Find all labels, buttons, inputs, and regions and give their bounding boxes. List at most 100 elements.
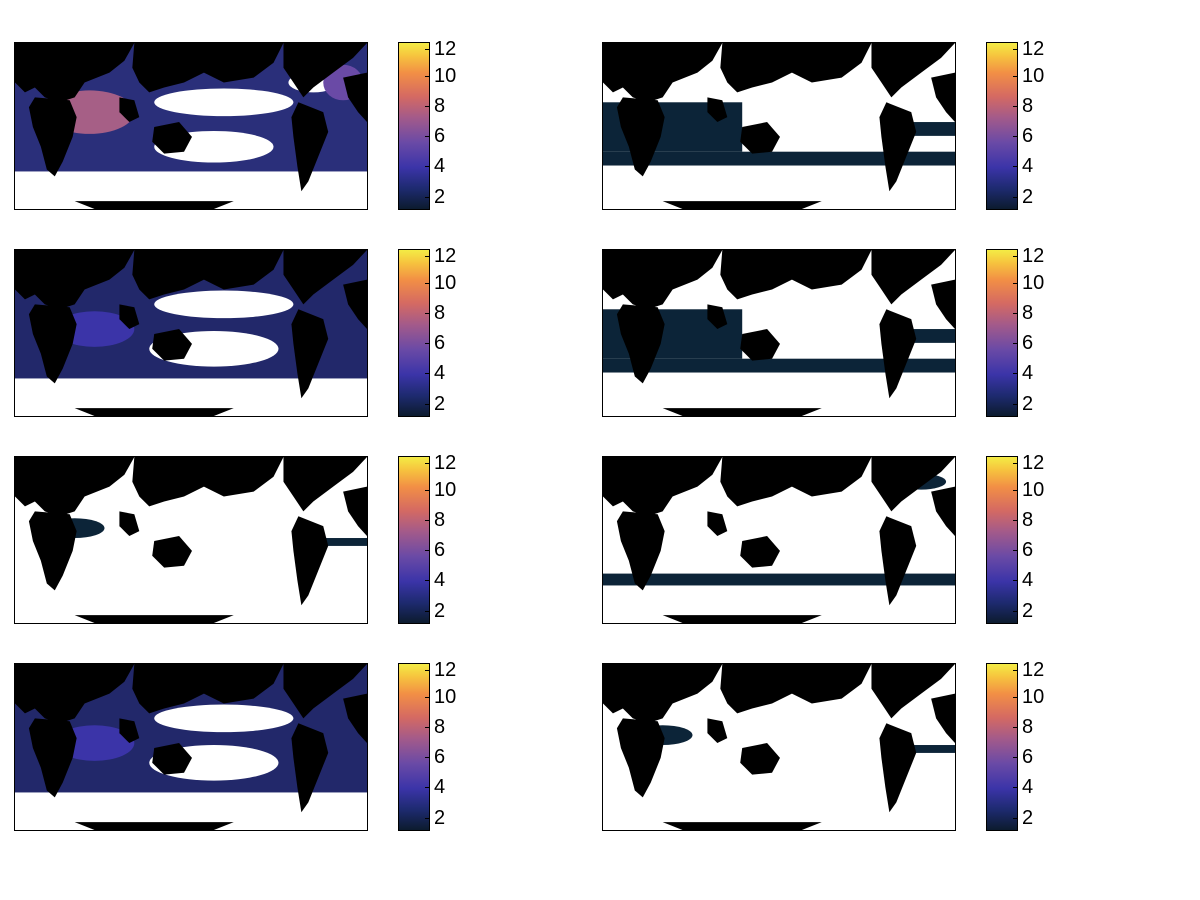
map-r3-c2-colorbar-tick: 12 [1022, 451, 1045, 474]
map-r2-c1-colorbar-tickmark [425, 373, 430, 375]
map-r3-c2-colorbar-tickmark [1013, 550, 1018, 552]
map-r1-c1-colorbar-tickmark [425, 105, 430, 107]
map-r4-c1-colorbar-tick: 12 [434, 658, 457, 681]
map-r3-c1 [14, 456, 368, 624]
map-r2-c2-colorbar-tickmark [1013, 255, 1018, 257]
map-r3-c2-colorbar-tick: 10 [1022, 478, 1045, 501]
map-r1-c2-image [603, 43, 955, 209]
map-r4-c2-colorbar-tick: 4 [1022, 776, 1034, 799]
map-r2-c1-colorbar-tick: 6 [434, 332, 446, 355]
map-r3-c2-colorbar-tick: 2 [1022, 599, 1034, 622]
map-r4-c1 [14, 663, 368, 831]
map-r4-c1-colorbar-tick: 8 [434, 715, 446, 738]
map-r4-c1-colorbar-tickmark [425, 817, 430, 819]
map-r4-c2-colorbar-tick: 10 [1022, 685, 1045, 708]
map-r4-c1-colorbar-tickmark [425, 696, 430, 698]
map-r2-c2-colorbar-tick: 10 [1022, 271, 1045, 294]
map-r4-c2 [602, 663, 956, 831]
map-r1-c2-colorbar-tick: 6 [1022, 125, 1034, 148]
map-r2-c2-colorbar-tick: 4 [1022, 362, 1034, 385]
map-r1-c2 [602, 42, 956, 210]
map-r2-c1-colorbar-tickmark [425, 282, 430, 284]
map-r2-c1-image [15, 250, 367, 416]
map-r4-c2-colorbar-tickmark [1013, 726, 1018, 728]
map-r4-c2-colorbar [986, 663, 1018, 831]
map-r1-c1-image [15, 43, 367, 209]
map-r2-c1-colorbar-tickmark [425, 255, 430, 257]
map-r1-c1-colorbar-tick: 4 [434, 155, 446, 178]
map-r3-c1-colorbar-tickmark [425, 489, 430, 491]
map-r2-c2-colorbar-tick: 6 [1022, 332, 1034, 355]
map-r1-c1-colorbar-tickmark [425, 75, 430, 77]
map-r1-c2-colorbar-tickmark [1013, 196, 1018, 198]
map-r1-c2-colorbar-tickmark [1013, 136, 1018, 138]
map-r1-c1 [14, 42, 368, 210]
map-r3-c1-colorbar-tick: 2 [434, 599, 446, 622]
map-r2-c1-colorbar-tick: 12 [434, 244, 457, 267]
map-r1-c1-colorbar-tickmark [425, 166, 430, 168]
map-r2-c2-colorbar-tickmark [1013, 373, 1018, 375]
map-r4-c2-colorbar-tickmark [1013, 787, 1018, 789]
map-r3-c1-colorbar-tick: 8 [434, 508, 446, 531]
map-r3-c1-colorbar-tick: 12 [434, 451, 457, 474]
map-r1-c2-colorbar-tick: 4 [1022, 155, 1034, 178]
map-r3-c2-colorbar-tickmark [1013, 489, 1018, 491]
map-r3-c2-colorbar-tick: 8 [1022, 508, 1034, 531]
map-r4-c2-colorbar-tickmark [1013, 669, 1018, 671]
map-r3-c1-colorbar-tickmark [425, 610, 430, 612]
map-r1-c2-colorbar-tick: 10 [1022, 64, 1045, 87]
map-r3-c1-colorbar-tickmark [425, 462, 430, 464]
map-r2-c2-image [603, 250, 955, 416]
map-r4-c1-colorbar-tickmark [425, 757, 430, 759]
map-r3-c1-image [15, 457, 367, 623]
map-r4-c1-image [15, 664, 367, 830]
map-r2-c1-colorbar-tickmark [425, 312, 430, 314]
map-r4-c2-colorbar-tick: 12 [1022, 658, 1045, 681]
map-r2-c2-colorbar-tickmark [1013, 343, 1018, 345]
map-r4-c2-image [603, 664, 955, 830]
map-r2-c2-colorbar [986, 249, 1018, 417]
map-r3-c1-colorbar-tick: 4 [434, 569, 446, 592]
map-r4-c1-colorbar-tick: 4 [434, 776, 446, 799]
map-r1-c1-colorbar [398, 42, 430, 210]
map-r3-c2-colorbar-tick: 6 [1022, 539, 1034, 562]
map-r1-c2-colorbar-tick: 8 [1022, 94, 1034, 117]
map-r4-c1-colorbar-tick: 10 [434, 685, 457, 708]
map-r2-c1 [14, 249, 368, 417]
map-r3-c1-colorbar-tick: 10 [434, 478, 457, 501]
map-r3-c2-colorbar-tick: 4 [1022, 569, 1034, 592]
map-r1-c1-colorbar-tickmark [425, 48, 430, 50]
map-r4-c2-colorbar-tickmark [1013, 696, 1018, 698]
map-r2-c1-colorbar-tick: 10 [434, 271, 457, 294]
map-r4-c1-colorbar-tickmark [425, 726, 430, 728]
map-r3-c2-colorbar-tickmark [1013, 580, 1018, 582]
map-r4-c2-colorbar-tick: 6 [1022, 746, 1034, 769]
map-r4-c2-colorbar-tick: 8 [1022, 715, 1034, 738]
map-r4-c1-colorbar-tick: 6 [434, 746, 446, 769]
map-r4-c2-colorbar-tick: 2 [1022, 806, 1034, 829]
map-r1-c2-colorbar-tickmark [1013, 48, 1018, 50]
map-r3-c2-colorbar [986, 456, 1018, 624]
map-r2-c2-colorbar-tickmark [1013, 312, 1018, 314]
map-r1-c1-colorbar-tickmark [425, 136, 430, 138]
map-r3-c2-colorbar-tickmark [1013, 462, 1018, 464]
map-r1-c2-colorbar-tick: 12 [1022, 37, 1045, 60]
map-r1-c1-colorbar-tickmark [425, 196, 430, 198]
map-r1-c1-colorbar-tick: 10 [434, 64, 457, 87]
map-r3-c1-colorbar-tickmark [425, 550, 430, 552]
map-r1-c1-colorbar-tick: 6 [434, 125, 446, 148]
map-r4-c2-colorbar-tickmark [1013, 817, 1018, 819]
map-r4-c1-colorbar-tickmark [425, 669, 430, 671]
map-r4-c1-colorbar-tickmark [425, 787, 430, 789]
map-r4-c1-colorbar-tick: 2 [434, 806, 446, 829]
map-r1-c1-colorbar-tick: 2 [434, 185, 446, 208]
map-r3-c2 [602, 456, 956, 624]
map-r2-c2 [602, 249, 956, 417]
map-r1-c2-colorbar-tick: 2 [1022, 185, 1034, 208]
map-r2-c1-colorbar-tick: 2 [434, 392, 446, 415]
map-r4-c2-colorbar-tickmark [1013, 757, 1018, 759]
map-r1-c2-colorbar [986, 42, 1018, 210]
map-r2-c1-colorbar-tick: 4 [434, 362, 446, 385]
map-r2-c2-colorbar-tick: 12 [1022, 244, 1045, 267]
map-r3-c2-image [603, 457, 955, 623]
